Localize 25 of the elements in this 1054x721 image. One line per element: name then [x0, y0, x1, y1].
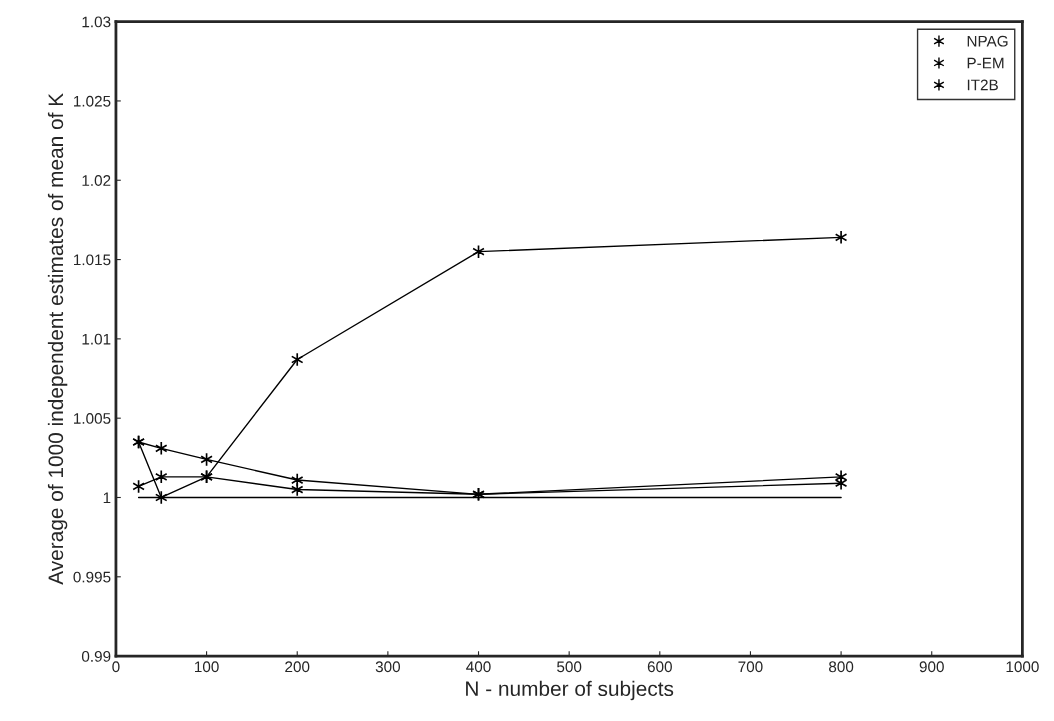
y-axis-title: Average of 1000 independent estimates of mean of K: [47, 93, 68, 585]
y-tick-label: 1.03: [82, 16, 111, 28]
x-tick-label: 800: [829, 661, 854, 673]
x-tick-label: 400: [466, 661, 491, 673]
x-tick-label: 600: [647, 661, 672, 673]
y-tick-label: 1: [103, 492, 111, 504]
y-tick-label: 1.01: [82, 333, 111, 345]
x-tick-label: 900: [919, 661, 944, 673]
x-tick-label: 100: [195, 661, 219, 673]
x-tick-label: 500: [557, 661, 582, 673]
y-tick-label: 0.995: [73, 571, 111, 583]
y-tick-label: 1.015: [74, 254, 111, 266]
x-tick-label: 300: [375, 661, 401, 673]
legend-label: NPAG: [967, 35, 1008, 47]
y-tick-label: 1.02: [82, 175, 111, 186]
y-tick-label: 1.025: [74, 95, 111, 107]
legend-label: P-EM: [967, 57, 1004, 69]
x-axis-title: N - number of subjects: [466, 680, 674, 701]
legend-label: IT2B: [967, 79, 998, 91]
x-tick-label: 0: [112, 661, 120, 673]
x-tick-label: 1000: [1006, 661, 1039, 673]
x-tick-label: 700: [738, 661, 763, 673]
y-tick-label: 1.005: [74, 413, 111, 424]
y-tick-label: 0.99: [81, 650, 111, 662]
x-tick-label: 200: [285, 661, 310, 673]
